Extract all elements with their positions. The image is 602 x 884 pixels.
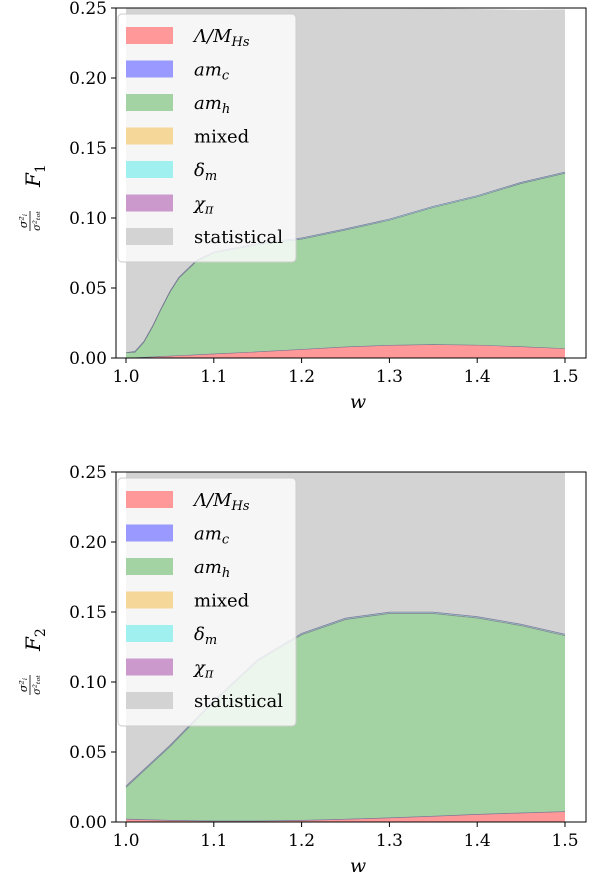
y-tick-label: 0.15 xyxy=(69,603,107,623)
y-label-function: F2 xyxy=(21,628,49,652)
area-am-h xyxy=(126,173,565,358)
y-axis-label: σ²ᵢ σ²ₜₒₜ F1 xyxy=(17,164,49,231)
y-label-numerator: σ²ᵢ xyxy=(17,214,30,228)
x-tick-label: 1.5 xyxy=(551,367,578,387)
y-label-denominator: σ²ₜₒₜ xyxy=(32,675,43,695)
x-tick-label: 1.4 xyxy=(464,831,491,851)
x-tick-label: 1.0 xyxy=(112,831,139,851)
y-label-function-sub: 2 xyxy=(33,628,49,637)
legend-swatch xyxy=(126,524,173,542)
y-tick-label: 0.05 xyxy=(69,743,107,763)
legend-label-sub: c xyxy=(222,533,230,548)
y-label-numerator: σ²ᵢ xyxy=(17,678,30,692)
legend-swatch xyxy=(126,558,173,575)
legend-swatch xyxy=(126,692,173,709)
area-am-h xyxy=(126,613,565,821)
legend-swatch xyxy=(126,228,173,245)
legend-label: statistical xyxy=(194,227,283,248)
legend-label-sub: m xyxy=(205,169,217,184)
x-tick-label: 1.3 xyxy=(376,367,403,387)
axes-frame xyxy=(115,471,587,823)
y-label-function: F1 xyxy=(21,164,49,188)
legend-label: statistical xyxy=(194,691,283,712)
x-tick-label: 1.0 xyxy=(112,367,139,387)
legend-swatch xyxy=(126,625,173,642)
x-tick-label: 1.1 xyxy=(200,831,227,851)
y-tick-label: 0.25 xyxy=(69,463,107,483)
y-label-function-sub: 1 xyxy=(33,164,49,173)
legend-label-sub: c xyxy=(222,69,230,84)
legend-label-sub: π xyxy=(204,203,214,218)
x-tick-label: 1.2 xyxy=(288,367,315,387)
y-tick-label: 0.15 xyxy=(69,139,107,159)
legend-swatch xyxy=(126,658,173,676)
legend-label-sub: m xyxy=(205,633,217,648)
legend-label-sub: π xyxy=(204,667,214,682)
x-tick-label: 1.3 xyxy=(376,831,403,851)
x-axis-label: w xyxy=(350,855,366,877)
legend-swatch xyxy=(126,491,173,508)
legend-swatch xyxy=(126,127,173,145)
x-tick-label: 1.5 xyxy=(551,831,578,851)
y-tick-label: 0.10 xyxy=(69,673,107,693)
axes-frame xyxy=(115,7,587,359)
legend-label-sub: Hs xyxy=(231,499,250,514)
legend-label: mixed xyxy=(194,591,249,612)
legend-swatch xyxy=(126,94,173,111)
y-tick-label: 0.25 xyxy=(69,0,107,19)
chart-panel-1: 1.0 1.1 1.2 1.3 1.4 1.5 0.00 0.05 0.10 0.15 0.20 0.… xyxy=(17,0,587,413)
x-tick-label: 1.4 xyxy=(464,367,491,387)
legend-swatch xyxy=(126,591,173,609)
chart-panel-2: 1.0 1.1 1.2 1.3 1.4 1.5 0.00 0.05 0.10 0.15 0.20 0.… xyxy=(17,463,587,877)
legend-swatch xyxy=(126,161,173,178)
y-tick-label: 0.20 xyxy=(69,533,107,553)
y-axis-label: σ²ᵢ σ²ₜₒₜ F2 xyxy=(17,628,49,695)
x-tick-label: 1.1 xyxy=(200,367,227,387)
y-tick-label: 0.20 xyxy=(69,69,107,89)
x-tick-label: 1.2 xyxy=(288,831,315,851)
legend-label-sub: Hs xyxy=(231,35,250,50)
legend-swatch xyxy=(126,194,173,212)
y-tick-label: 0.00 xyxy=(69,813,107,833)
y-tick-label: 0.05 xyxy=(69,279,107,299)
y-tick-label: 0.10 xyxy=(69,209,107,229)
x-axis-label: w xyxy=(350,391,366,413)
legend-label-sub: h xyxy=(222,102,230,117)
legend-label: mixed xyxy=(194,127,249,148)
y-label-denominator: σ²ₜₒₜ xyxy=(32,211,43,231)
area--m-hs xyxy=(126,811,565,822)
legend-swatch xyxy=(126,60,173,78)
area--m-hs xyxy=(126,344,565,358)
legend-swatch xyxy=(126,27,173,44)
legend-label-sub: h xyxy=(222,566,230,581)
y-tick-label: 0.00 xyxy=(69,349,107,369)
